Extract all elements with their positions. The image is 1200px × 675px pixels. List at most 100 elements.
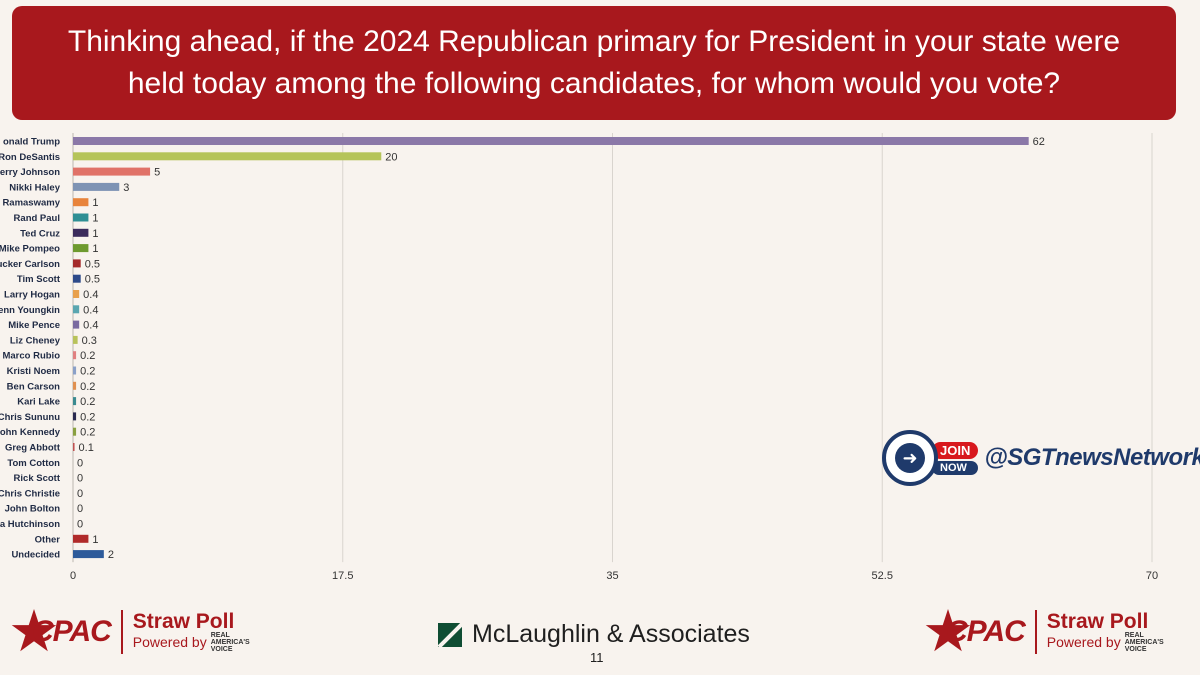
x-tick-label: 52.5 bbox=[872, 570, 893, 582]
bar bbox=[73, 290, 80, 298]
data-label: 1 bbox=[92, 228, 98, 240]
category-label: Other bbox=[35, 534, 61, 545]
data-label: 0 bbox=[77, 473, 83, 485]
category-label: Ramaswamy bbox=[2, 198, 60, 209]
bar bbox=[73, 534, 89, 543]
data-label: 0.2 bbox=[80, 350, 95, 362]
powered-by-label: Powered by bbox=[132, 634, 207, 650]
bar bbox=[73, 320, 80, 329]
data-label: 0.2 bbox=[80, 411, 95, 423]
cpac-straw-poll-logo-right: ★ CPAC Straw Poll Powered by REAL AMERICA… bbox=[922, 600, 1164, 664]
category-label: onald Trump bbox=[3, 137, 60, 148]
bar bbox=[73, 305, 80, 314]
cpac-wordmark: CPAC bbox=[946, 615, 1026, 648]
bar bbox=[73, 228, 89, 237]
join-label: JOIN bbox=[932, 441, 979, 459]
bar bbox=[73, 397, 77, 406]
data-label: 0.3 bbox=[82, 335, 97, 347]
bar bbox=[73, 152, 382, 161]
bar bbox=[73, 182, 120, 191]
data-label: 0 bbox=[77, 503, 83, 515]
category-label: Kristi Noem bbox=[7, 366, 60, 377]
join-now-watermark: ➜ JOIN NOW @SGTnewsNetwork bbox=[882, 430, 1200, 486]
category-label: Nikki Haley bbox=[9, 182, 60, 193]
data-label: 0.2 bbox=[80, 396, 95, 408]
chart-title-line-1: Thinking ahead, if the 2024 Republican p… bbox=[67, 25, 1121, 58]
x-tick-label: 70 bbox=[1146, 570, 1158, 582]
x-tick-label: 35 bbox=[606, 570, 618, 582]
bar bbox=[73, 274, 81, 283]
data-label: 1 bbox=[92, 534, 98, 546]
category-label: enn Youngkin bbox=[0, 305, 60, 316]
data-label: 5 bbox=[154, 167, 160, 179]
bar bbox=[73, 137, 1029, 145]
real-americas-voice-logo: REAL AMERICA'S VOICE bbox=[210, 631, 250, 653]
category-label: Tim Scott bbox=[17, 274, 61, 285]
broadcast-logo-icon: ➜ bbox=[882, 430, 938, 486]
category-label: Mike Pence bbox=[8, 320, 60, 331]
data-label: 62 bbox=[1033, 136, 1045, 148]
now-label: NOW bbox=[932, 460, 979, 475]
data-label: 0.2 bbox=[80, 381, 95, 393]
pollster-name: McLaughlin & Associates bbox=[472, 620, 750, 648]
category-label: Tom Cotton bbox=[7, 458, 60, 469]
category-label: Ted Cruz bbox=[20, 228, 60, 239]
bar bbox=[73, 443, 75, 451]
data-label: 1 bbox=[92, 243, 98, 255]
bar bbox=[73, 351, 77, 360]
bar bbox=[73, 244, 89, 253]
data-label: 0 bbox=[77, 457, 83, 469]
data-label: 1 bbox=[92, 197, 98, 209]
x-tick-label: 17.5 bbox=[332, 570, 353, 582]
data-label: 0 bbox=[77, 488, 83, 500]
cpac-wordmark: CPAC bbox=[32, 615, 112, 648]
x-tick-label: 0 bbox=[70, 570, 76, 582]
logo-divider bbox=[1034, 610, 1037, 654]
category-label: Greg Abbott bbox=[5, 443, 61, 454]
data-label: 1 bbox=[92, 213, 98, 225]
cpac-straw-poll-logo-left: ★ CPAC Straw Poll Powered by REAL AMERICA… bbox=[8, 600, 250, 664]
logo-divider bbox=[120, 610, 123, 654]
category-label: ucker Carlson bbox=[0, 259, 60, 270]
bar bbox=[73, 198, 89, 207]
data-label: 20 bbox=[385, 151, 397, 163]
data-label: 2 bbox=[108, 549, 114, 561]
pollster-logo: McLaughlin & Associates bbox=[438, 620, 750, 649]
category-label: Ben Carson bbox=[7, 381, 61, 392]
data-label: 0.4 bbox=[83, 304, 98, 316]
category-label: Ron DeSantis bbox=[0, 152, 60, 163]
bar bbox=[73, 213, 89, 222]
category-label: Kari Lake bbox=[17, 397, 60, 408]
category-label: erry Johnson bbox=[0, 167, 60, 178]
star-icon: ★ bbox=[8, 599, 60, 664]
watermark-handle: @SGTnewsNetwork bbox=[984, 444, 1200, 471]
category-label: Larry Hogan bbox=[4, 290, 60, 301]
category-label: Chris Christie bbox=[0, 488, 60, 499]
data-label: 0.4 bbox=[83, 320, 98, 332]
category-label: Mike Pompeo bbox=[0, 244, 60, 255]
category-label: a Hutchinson bbox=[0, 519, 60, 530]
data-label: 0.5 bbox=[85, 258, 100, 270]
data-label: 0.1 bbox=[79, 442, 94, 454]
bar bbox=[73, 427, 77, 436]
bar bbox=[73, 259, 81, 268]
page-number: 11 bbox=[590, 650, 604, 665]
star-icon: ★ bbox=[922, 599, 974, 664]
category-label: Marco Rubio bbox=[2, 351, 60, 362]
bar bbox=[73, 550, 104, 559]
chart-title-line-2: held today among the following candidate… bbox=[127, 67, 1061, 100]
category-label: Undecided bbox=[11, 550, 60, 561]
pollster-icon bbox=[438, 622, 462, 647]
category-label: Rick Scott bbox=[14, 473, 61, 484]
category-label: Chris Sununu bbox=[0, 412, 60, 423]
bar bbox=[73, 167, 151, 176]
data-label: 0.2 bbox=[80, 427, 95, 439]
data-label: 0 bbox=[77, 519, 83, 531]
data-label: 3 bbox=[123, 182, 129, 194]
title-banner: Thinking ahead, if the 2024 Republican p… bbox=[12, 6, 1176, 120]
category-label: Rand Paul bbox=[14, 213, 60, 224]
bar bbox=[73, 412, 77, 421]
category-label: ohn Kennedy bbox=[0, 427, 61, 438]
bar bbox=[73, 335, 78, 344]
